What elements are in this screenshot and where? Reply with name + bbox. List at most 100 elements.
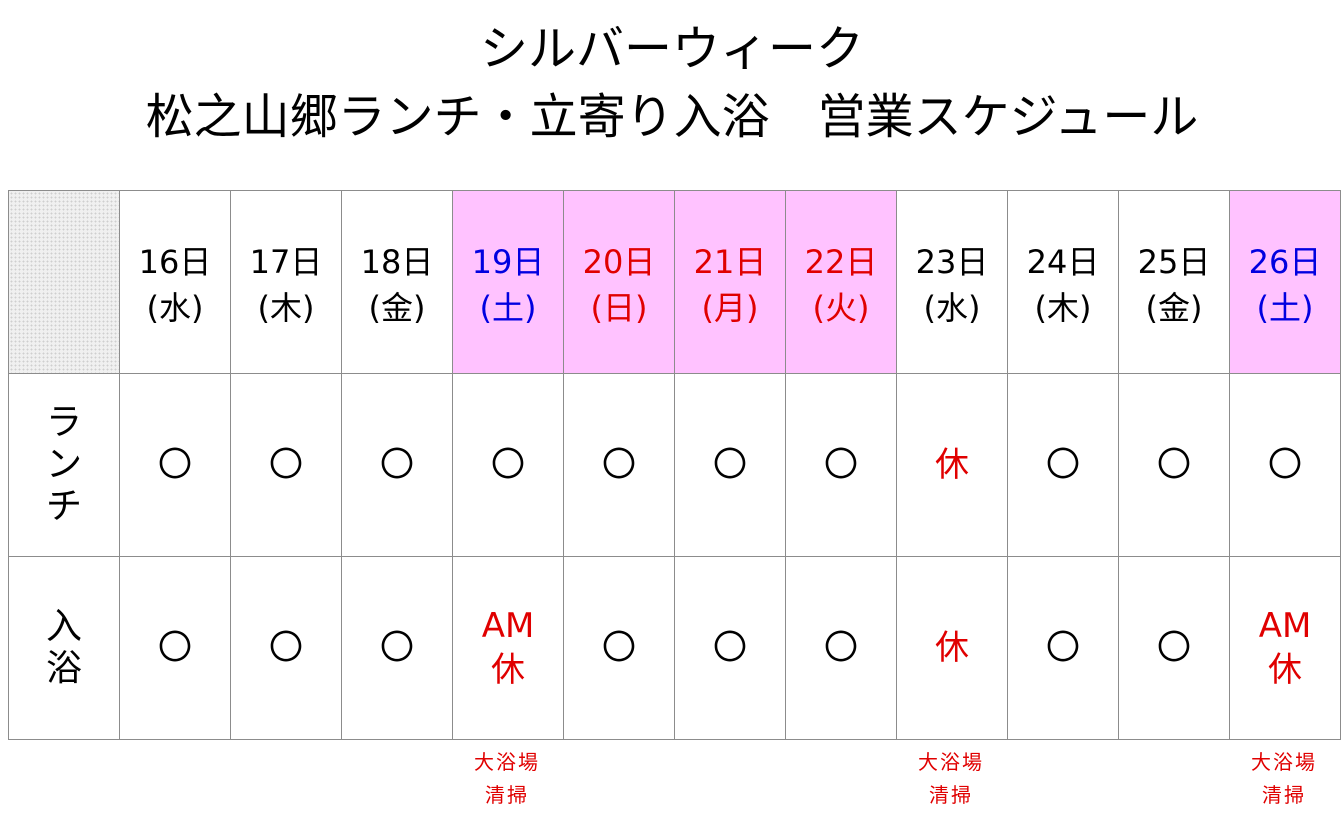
weekday-label: (金) <box>1145 289 1203 327</box>
title-line-1: シルバーウィーク <box>479 21 864 77</box>
bath-row: 入浴 〇〇〇 AM 休〇〇〇休〇〇 AM 休 <box>8 556 1341 740</box>
note-line: 清掃 <box>485 783 529 807</box>
cleaning-note: 大浴場 清掃 <box>452 746 562 812</box>
lunch-label-char: チ <box>45 486 82 527</box>
note-line: 清掃 <box>929 783 973 807</box>
lunch-row: ランチ 〇 〇 〇 〇 〇 〇 〇 休 〇 〇 〇 <box>8 373 1341 557</box>
open-mark: 〇 <box>380 445 414 485</box>
date-label: 22日 <box>804 243 878 281</box>
date-header-cell: 24日 (木) <box>1007 190 1119 374</box>
weekday-label: (土) <box>1256 289 1314 327</box>
date-label: 25日 <box>1137 243 1211 281</box>
date-label: 19日 <box>471 243 545 281</box>
closed-mark: AM <box>481 606 535 646</box>
cleaning-note: 大浴場 清掃 <box>1229 746 1339 812</box>
weekday-label: (水) <box>146 289 204 327</box>
lunch-status-cell: 〇 <box>563 373 675 557</box>
open-mark: 〇 <box>1046 445 1080 485</box>
note-line: 大浴場 <box>1251 750 1317 774</box>
bath-status-cell: AM 休 <box>1229 556 1341 740</box>
bath-status-cell: 〇 <box>119 556 231 740</box>
closed-mark: 休 <box>935 628 969 668</box>
date-label: 20日 <box>582 243 656 281</box>
bath-status-cell: 〇 <box>785 556 897 740</box>
bath-status-cell: 〇 <box>230 556 342 740</box>
open-mark: 〇 <box>1157 628 1191 668</box>
note-line: 清掃 <box>1262 783 1306 807</box>
open-mark: 〇 <box>602 445 636 485</box>
lunch-label-char: ラ <box>45 402 82 443</box>
open-mark: 〇 <box>491 445 525 485</box>
bath-label-char: 浴 <box>45 648 82 689</box>
date-header-cell: 26日 (土) <box>1229 190 1341 374</box>
lunch-status-cell: 〇 <box>785 373 897 557</box>
open-mark: 〇 <box>269 445 303 485</box>
open-mark: 〇 <box>713 445 747 485</box>
lunch-status-cell: 〇 <box>452 373 564 557</box>
bath-status-cell: 休 <box>896 556 1008 740</box>
open-mark: 〇 <box>824 445 858 485</box>
date-label: 17日 <box>249 243 323 281</box>
date-header-cell: 19日 (土) <box>452 190 564 374</box>
date-header-cell: 20日 (日) <box>563 190 675 374</box>
corner-cell <box>8 190 120 374</box>
date-header-cell: 17日 (木) <box>230 190 342 374</box>
lunch-label-char: ン <box>45 444 82 485</box>
date-label: 26日 <box>1248 243 1322 281</box>
weekday-label: (土) <box>479 289 537 327</box>
date-label: 24日 <box>1026 243 1100 281</box>
open-mark: 〇 <box>1157 445 1191 485</box>
open-mark: 〇 <box>1046 628 1080 668</box>
weekday-label: (日) <box>590 289 648 327</box>
open-mark: 〇 <box>269 628 303 668</box>
lunch-status-cell: 〇 <box>1007 373 1119 557</box>
lunch-status-cell: 〇 <box>230 373 342 557</box>
weekday-label: (火) <box>812 289 870 327</box>
open-mark: 〇 <box>824 628 858 668</box>
lunch-status-cell: 〇 <box>1229 373 1341 557</box>
open-mark: 〇 <box>380 628 414 668</box>
schedule-table: 16日 (水) 17日 (木) 18日 (金) 19日 (土) 20日 (日) 21日 (月) 22日 (… <box>8 190 1341 740</box>
date-header-cell: 21日 (月) <box>674 190 786 374</box>
date-header-cell: 25日 (金) <box>1118 190 1230 374</box>
date-header-cell: 23日 (水) <box>896 190 1008 374</box>
closed-mark: 休 <box>1268 650 1302 690</box>
lunch-row-label: ランチ <box>8 373 120 557</box>
lunch-status-cell: 休 <box>896 373 1008 557</box>
closed-mark: 休 <box>491 650 525 690</box>
date-header-cell: 16日 (水) <box>119 190 231 374</box>
closed-mark: AM <box>1258 606 1312 646</box>
date-label: 21日 <box>693 243 767 281</box>
closed-mark: 休 <box>935 445 969 485</box>
weekday-label: (月) <box>701 289 759 327</box>
open-mark: 〇 <box>158 628 192 668</box>
bath-status-cell: AM 休 <box>452 556 564 740</box>
open-mark: 〇 <box>713 628 747 668</box>
open-mark: 〇 <box>602 628 636 668</box>
title-line-2: 松之山郷ランチ・立寄り入浴 営業スケジュール <box>145 89 1199 145</box>
weekday-label: (木) <box>257 289 315 327</box>
date-label: 23日 <box>915 243 989 281</box>
bath-row-label: 入浴 <box>8 556 120 740</box>
lunch-status-cell: 〇 <box>674 373 786 557</box>
bath-status-cell: 〇 <box>341 556 453 740</box>
note-line: 大浴場 <box>474 750 540 774</box>
date-label: 18日 <box>360 243 434 281</box>
lunch-status-cell: 〇 <box>1118 373 1230 557</box>
lunch-status-cell: 〇 <box>119 373 231 557</box>
date-label: 16日 <box>138 243 212 281</box>
date-header-cell: 18日 (金) <box>341 190 453 374</box>
cleaning-note: 大浴場 清掃 <box>896 746 1006 812</box>
date-header-cell: 22日 (火) <box>785 190 897 374</box>
bath-status-cell: 〇 <box>1118 556 1230 740</box>
date-header-row: 16日 (水) 17日 (木) 18日 (金) 19日 (土) 20日 (日) 21日 (月) 22日 (… <box>8 190 1341 374</box>
weekday-label: (木) <box>1034 289 1092 327</box>
weekday-label: (水) <box>923 289 981 327</box>
bath-status-cell: 〇 <box>563 556 675 740</box>
bath-status-cell: 〇 <box>1007 556 1119 740</box>
bath-label-char: 入 <box>45 606 82 647</box>
open-mark: 〇 <box>158 445 192 485</box>
note-line: 大浴場 <box>918 750 984 774</box>
lunch-status-cell: 〇 <box>341 373 453 557</box>
bath-status-cell: 〇 <box>674 556 786 740</box>
